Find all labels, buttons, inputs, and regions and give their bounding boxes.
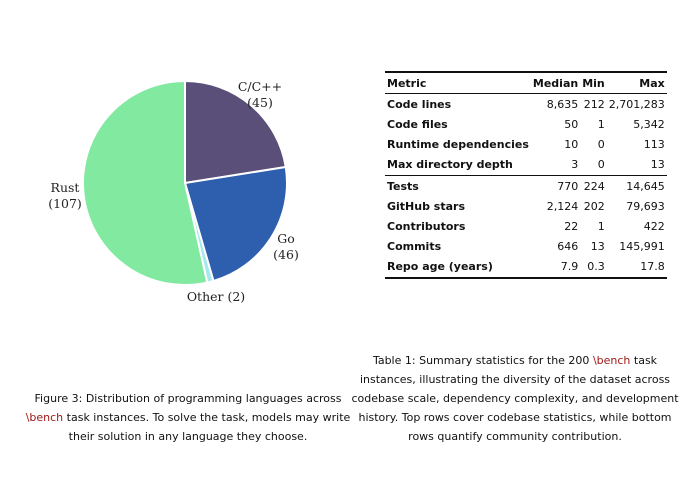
pie-slice-rust: [81, 79, 209, 286]
label-rust-count: (107): [48, 196, 82, 211]
header-min: Min: [582, 76, 605, 90]
header-median: Median: [532, 76, 579, 90]
label-rust: Rust (107): [40, 180, 90, 212]
pie-slice-go: [183, 165, 288, 283]
figure-caption-prefix: Figure 3: Distribution of programming la…: [34, 392, 342, 405]
label-other: Other (2): [176, 289, 256, 305]
table-caption-command: \bench: [592, 354, 631, 367]
table-row: Contributors 22 1 422: [385, 216, 667, 236]
language-pie-chart: C/C++ (45) Go (46) Other (2) Rust (107): [0, 0, 345, 340]
header-metric: Metric: [387, 76, 427, 90]
label-go-name: Go: [277, 231, 295, 246]
table-caption-prefix: Table 1: Summary statistics for the 200: [372, 354, 593, 367]
metric-cell: Repo age (years): [387, 260, 493, 274]
min-cell: 212: [583, 97, 605, 111]
min-cell: 202: [583, 199, 605, 213]
label-go: Go (46): [266, 231, 306, 263]
metric-cell: Max directory depth: [387, 158, 513, 172]
table-row: GitHub stars 2,124 202 79,693: [385, 196, 667, 216]
table-header-row: Metric Median Min Max: [385, 72, 667, 94]
label-rust-name: Rust: [50, 180, 80, 195]
metric-cell: Code files: [387, 117, 448, 131]
summary-table: Metric Median Min Max Code lines 8,635 212…: [385, 71, 667, 279]
min-cell: 1: [597, 219, 605, 233]
min-cell: 1: [597, 117, 605, 131]
max-cell: 2,701,283: [608, 97, 665, 111]
table-caption-suffix: task instances, illustrating the diversi…: [351, 354, 679, 443]
median-cell: 22: [564, 219, 579, 233]
max-cell: 17.8: [640, 260, 665, 274]
table-row: Commits 646 13 145,991: [385, 237, 667, 257]
label-other-name: Other (2): [186, 289, 246, 304]
metric-cell: Contributors: [387, 219, 466, 233]
max-cell: 13: [650, 158, 665, 172]
median-cell: 3: [571, 158, 579, 172]
header-max: Max: [639, 76, 665, 90]
metric-cell: Code lines: [387, 97, 452, 111]
max-cell: 422: [643, 219, 665, 233]
figure-caption-command: \bench: [25, 411, 64, 424]
metric-cell: GitHub stars: [387, 199, 465, 213]
min-cell: 224: [583, 179, 605, 193]
summary-table-container: Metric Median Min Max Code lines 8,635 212…: [385, 71, 667, 279]
max-cell: 79,693: [626, 199, 665, 213]
label-cpp: C/C++ (45): [228, 79, 292, 111]
table-row: Runtime dependencies 10 0 113: [385, 135, 667, 155]
max-cell: 113: [643, 138, 665, 152]
max-cell: 145,991: [619, 240, 665, 254]
table-row: Max directory depth 3 0 13: [385, 155, 667, 176]
label-cpp-count: (45): [247, 95, 273, 110]
pie-svg: [81, 79, 288, 286]
figure-caption-suffix: task instances. To solve the task, model…: [63, 411, 351, 443]
table-body: Code lines 8,635 212 2,701,283 Code files 50 1…: [385, 94, 667, 278]
min-cell: 13: [590, 240, 605, 254]
label-cpp-name: C/C++: [237, 79, 283, 94]
median-cell: 10: [564, 138, 579, 152]
min-cell: 0: [597, 158, 605, 172]
pie-slice-c-c: [184, 79, 287, 185]
table-row: Tests 770 224 14,645: [385, 175, 667, 196]
median-cell: 50: [564, 117, 579, 131]
median-cell: 646: [557, 240, 579, 254]
figure-caption: Figure 3: Distribution of programming la…: [18, 389, 358, 446]
table-caption: Table 1: Summary statistics for the 200 …: [350, 351, 680, 446]
median-cell: 8,635: [546, 97, 579, 111]
table-row: Code files 50 1 5,342: [385, 114, 667, 134]
median-cell: 2,124: [546, 199, 579, 213]
table-row: Code lines 8,635 212 2,701,283: [385, 94, 667, 115]
min-cell: 0.3: [587, 260, 605, 274]
max-cell: 5,342: [633, 117, 665, 131]
metric-cell: Commits: [387, 240, 442, 254]
max-cell: 14,645: [626, 179, 665, 193]
metric-cell: Tests: [387, 179, 419, 193]
min-cell: 0: [597, 138, 605, 152]
table-row: Repo age (years) 7.9 0.3 17.8: [385, 257, 667, 278]
median-cell: 770: [557, 179, 579, 193]
label-go-count: (46): [273, 247, 299, 262]
median-cell: 7.9: [560, 260, 579, 274]
metric-cell: Runtime dependencies: [387, 138, 529, 152]
